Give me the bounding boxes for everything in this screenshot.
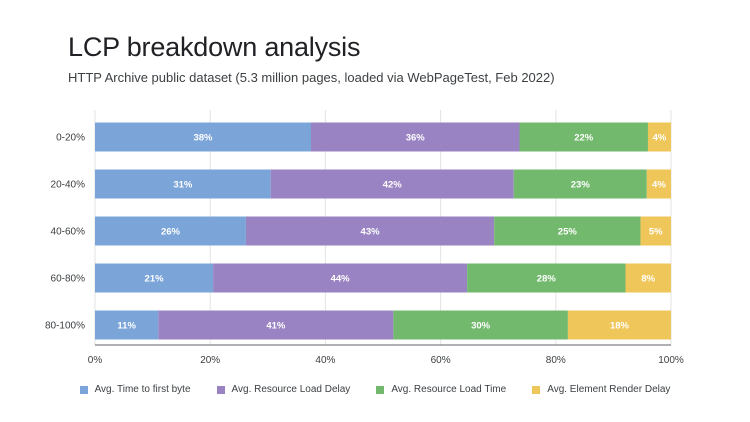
x-tick-label: 40% (315, 355, 335, 366)
legend-item: Avg. Element Render Delay (532, 384, 670, 395)
data-label: 8% (641, 274, 655, 285)
category-label: 0-20% (56, 133, 85, 144)
data-label: 5% (649, 227, 663, 238)
bar-segment (95, 263, 214, 293)
legend-item: Avg. Resource Load Delay (216, 384, 351, 395)
legend-swatch (79, 385, 88, 394)
legend-swatch (532, 385, 541, 394)
data-label: 26% (161, 227, 181, 238)
data-label: 11% (117, 321, 136, 332)
category-label: 40-60% (51, 227, 86, 238)
bar-segment (467, 263, 626, 293)
bar-segment (213, 263, 468, 293)
bar-segment (95, 310, 159, 340)
bar-segment (270, 169, 514, 199)
data-label: 21% (145, 274, 165, 285)
bar-segment (519, 122, 648, 152)
data-label: 28% (537, 274, 557, 285)
chart-title: LCP breakdown analysis (68, 32, 361, 62)
legend-item: Avg. Time to first byte (79, 384, 191, 395)
legend-label: Avg. Resource Load Delay (231, 384, 351, 395)
category-label: 80-100% (45, 321, 85, 332)
bar-segment (567, 310, 671, 340)
bar-segment (625, 263, 671, 293)
data-label: 42% (383, 180, 403, 191)
data-label: 36% (406, 133, 426, 144)
legend-item: Avg. Resource Load Time (376, 384, 506, 395)
data-label: 18% (610, 321, 630, 332)
bar-segment (640, 216, 671, 246)
data-label: 22% (574, 133, 594, 144)
category-label: 20-40% (51, 180, 86, 191)
bar-segment (494, 216, 641, 246)
data-label: 25% (558, 227, 578, 238)
bar-segment (513, 169, 647, 199)
data-label: 23% (571, 180, 591, 191)
bar-segment (393, 310, 568, 340)
chart-legend: Avg. Time to first byte Avg. Resource Loa… (0, 384, 750, 395)
x-tick-label: 60% (431, 355, 451, 366)
data-label: 31% (173, 180, 193, 191)
legend-label: Avg. Element Render Delay (547, 384, 671, 395)
legend-swatch (376, 385, 385, 394)
bar-segment (95, 169, 271, 199)
x-tick-label: 80% (546, 355, 566, 366)
data-label: 43% (361, 227, 381, 238)
legend-label: Avg. Time to first byte (94, 384, 191, 395)
category-label: 60-80% (51, 274, 86, 285)
x-tick-label: 100% (658, 355, 684, 366)
bar-segment (158, 310, 394, 340)
data-label: 30% (471, 321, 491, 332)
bar-segment (646, 169, 671, 199)
bar-segment (245, 216, 495, 246)
data-label: 4% (653, 133, 667, 144)
chart-subtitle: HTTP Archive public dataset (5.3 million… (68, 70, 555, 85)
data-label: 41% (266, 321, 286, 332)
legend-label: Avg. Resource Load Time (391, 384, 507, 395)
bar-segment (95, 216, 246, 246)
x-tick-label: 0% (88, 355, 103, 366)
data-label: 44% (331, 274, 351, 285)
legend-swatch (216, 385, 225, 394)
bar-segment (647, 122, 671, 152)
data-label: 4% (652, 180, 666, 191)
x-tick-label: 20% (200, 355, 220, 366)
bar-segment (311, 122, 520, 152)
data-label: 38% (193, 133, 213, 144)
bar-segment (95, 122, 311, 152)
